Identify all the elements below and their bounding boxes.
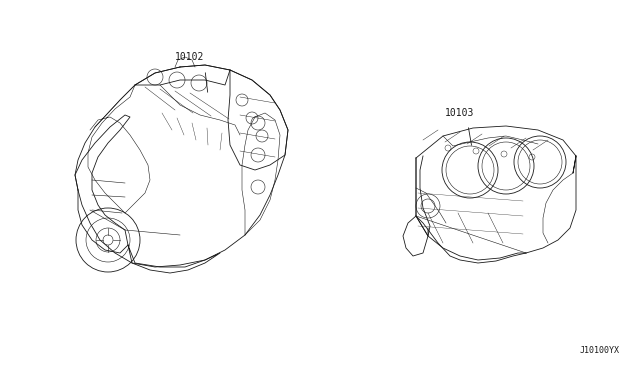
Text: 10103: 10103 bbox=[445, 108, 474, 118]
Text: J10100YX: J10100YX bbox=[580, 346, 620, 355]
Text: 10102: 10102 bbox=[175, 52, 204, 62]
